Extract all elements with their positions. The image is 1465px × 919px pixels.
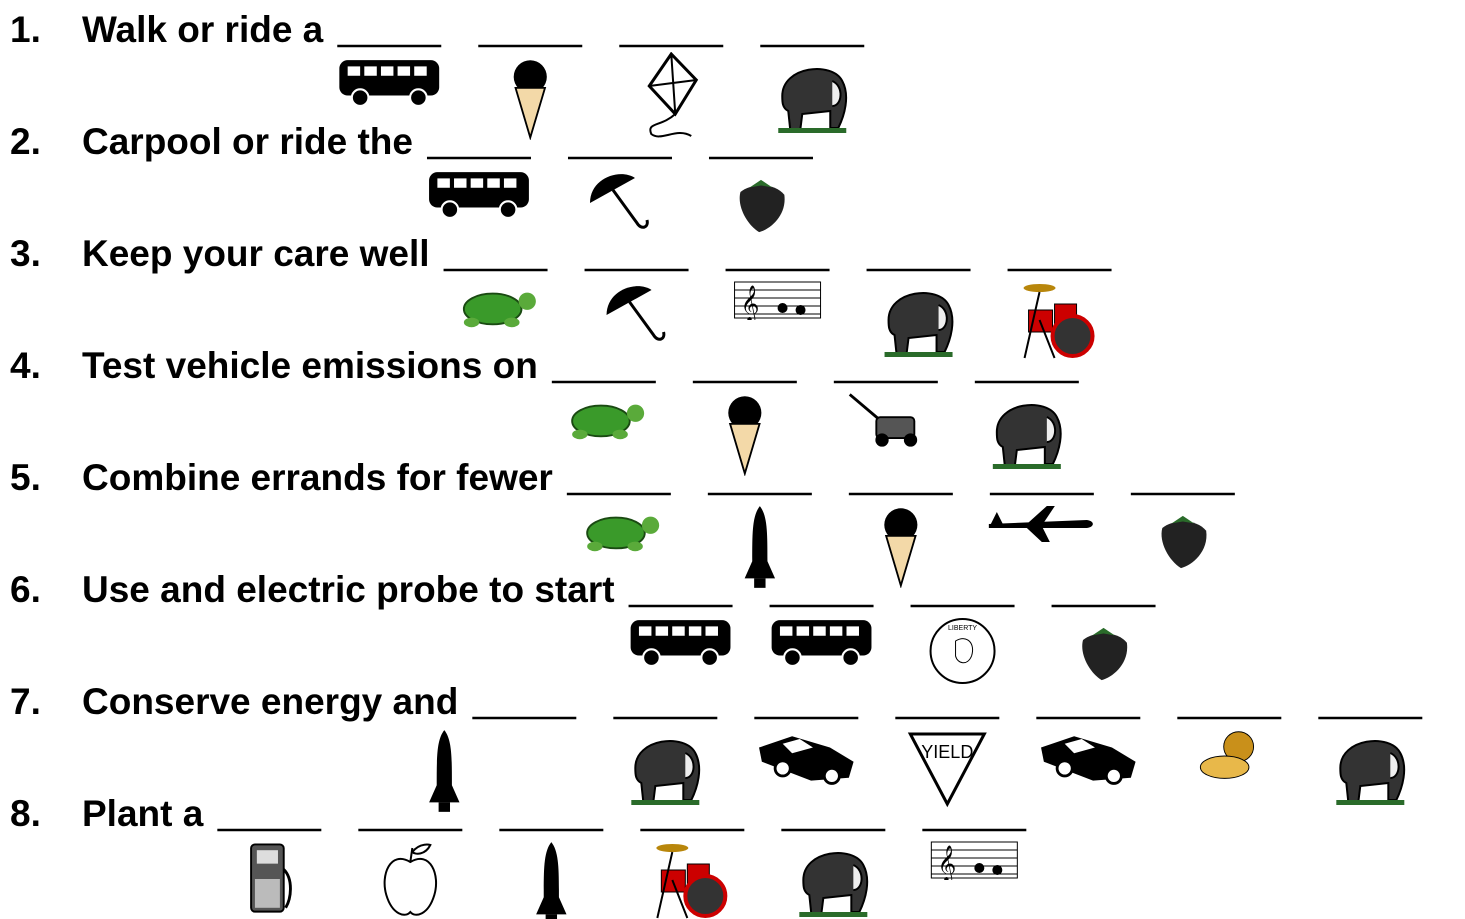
icon-mower — [850, 394, 917, 446]
icon-elephant — [799, 853, 867, 917]
icon-elephant — [885, 293, 953, 357]
item-text: Walk or ride a — [82, 9, 324, 50]
icon-shuttle — [745, 506, 775, 588]
icon-strawberry — [1082, 628, 1127, 680]
item-text: Use and electric probe to start — [82, 569, 615, 610]
item-text: Conserve energy and — [82, 681, 458, 722]
item-text: Carpool or ride the — [82, 121, 413, 162]
icon-drums — [656, 844, 725, 918]
item-text: Plant a — [82, 793, 204, 834]
icon-bus — [429, 172, 529, 218]
icon-music — [931, 842, 1017, 883]
yield-sign: YIELD — [910, 734, 984, 804]
icon-umbrella — [590, 174, 647, 227]
icon-elephant — [631, 741, 699, 805]
icon-drums — [1024, 284, 1093, 358]
icon-turtle — [572, 405, 644, 440]
icon-lion — [1200, 732, 1253, 779]
icon-gas — [251, 844, 290, 911]
item-text: Combine errands for fewer — [82, 457, 553, 498]
icon-car — [1041, 736, 1136, 783]
icon-bus — [339, 60, 439, 106]
worksheet: 𝄞 1.Walk or ride a2.Carpool or ride the3… — [0, 0, 1465, 919]
item-number: 1. — [10, 9, 41, 50]
icon-icecream — [884, 508, 917, 585]
item-text: Test vehicle emissions on — [82, 345, 538, 386]
item-number: 7. — [10, 681, 41, 722]
icon-icecream — [728, 396, 761, 473]
icon-elephant — [1336, 741, 1404, 805]
item-number: 2. — [10, 121, 41, 162]
coin-text: LIBERTY — [948, 625, 977, 632]
item-number: 8. — [10, 793, 41, 834]
icon-bus — [631, 620, 731, 666]
icon-shuttle — [429, 730, 459, 812]
icon-icecream — [514, 60, 547, 137]
icon-kite — [649, 54, 696, 136]
icon-apple — [385, 845, 436, 915]
icon-strawberry — [1162, 516, 1207, 568]
icon-car — [759, 736, 854, 783]
item-number: 4. — [10, 345, 41, 386]
icon-shuttle — [536, 842, 566, 919]
icon-turtle — [464, 293, 536, 328]
icon-elephant — [993, 405, 1061, 469]
item-text: Keep your care well — [82, 233, 430, 274]
icon-music — [735, 282, 821, 323]
icon-elephant — [778, 69, 846, 133]
icon-umbrella — [607, 286, 664, 339]
item-number: 3. — [10, 233, 41, 274]
icon-strawberry — [740, 180, 785, 232]
icon-plane — [989, 506, 1093, 542]
icon-turtle — [587, 517, 659, 552]
icon-bus — [772, 620, 872, 666]
sign-text: YIELD — [921, 742, 973, 762]
item-number: 5. — [10, 457, 41, 498]
item-number: 6. — [10, 569, 41, 610]
